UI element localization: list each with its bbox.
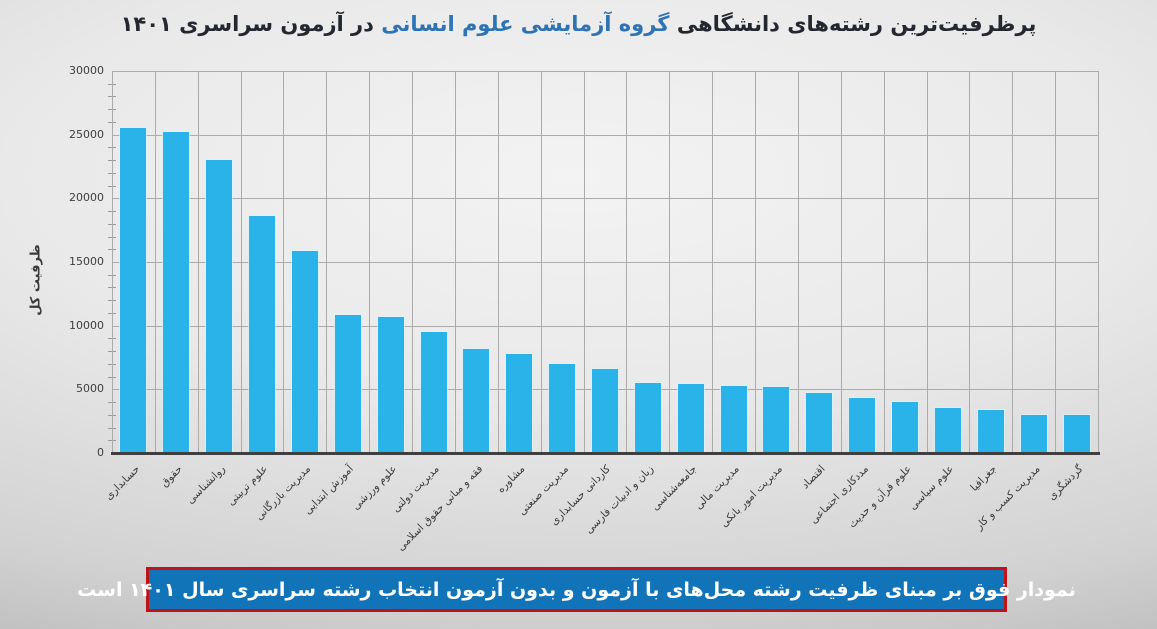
x-label-0: حسابداری bbox=[102, 463, 142, 503]
bar-9 bbox=[505, 352, 534, 455]
x-axis-line bbox=[111, 452, 1100, 455]
gridline-x-23 bbox=[1098, 71, 1099, 453]
gridline-y-30000 bbox=[112, 71, 1098, 72]
y-tick-label-10000: 10000 bbox=[69, 318, 104, 332]
bar-20 bbox=[976, 408, 1005, 455]
bar-10 bbox=[548, 362, 577, 455]
gridline-x-13 bbox=[669, 71, 671, 453]
x-label-22: گردشگری bbox=[1045, 463, 1086, 503]
y-tick-label-30000: 30000 bbox=[69, 64, 104, 77]
y-tick-label-20000: 20000 bbox=[69, 191, 104, 205]
gridline-x-2 bbox=[197, 71, 199, 453]
gridline-x-11 bbox=[583, 71, 585, 453]
plot-area bbox=[108, 71, 1099, 455]
caption-box: نمودار فوق بر مبنای ظرفیت رشته محل‌های ب… bbox=[77, 567, 1076, 612]
gridline-x-17 bbox=[840, 71, 842, 453]
y-tick-label-15000: 15000 bbox=[69, 255, 104, 268]
gridline-x-3 bbox=[240, 71, 242, 453]
gridline-y-15000 bbox=[112, 262, 1098, 263]
gridline-x-12 bbox=[626, 71, 628, 453]
x-label-2: روانشناسی bbox=[184, 463, 228, 507]
x-label-19: علوم سیاسی bbox=[907, 463, 957, 513]
gridline-x-21 bbox=[1012, 71, 1014, 453]
bar-19 bbox=[933, 406, 962, 455]
x-label-1: حقوق bbox=[158, 463, 185, 490]
gridline-x-14 bbox=[712, 71, 714, 453]
bar-7 bbox=[419, 331, 448, 454]
gridline-y-20000 bbox=[112, 198, 1098, 200]
gridline-x-5 bbox=[326, 71, 328, 453]
gridline-x-6 bbox=[369, 71, 371, 453]
gridline-x-7 bbox=[412, 71, 414, 453]
gridline-x-1 bbox=[154, 71, 156, 453]
y-tick-label-25000: 25000 bbox=[69, 127, 104, 141]
bar-4 bbox=[290, 249, 319, 455]
bar-0 bbox=[119, 127, 148, 454]
bar-6 bbox=[376, 315, 405, 455]
gridline-x-15 bbox=[755, 71, 757, 453]
bar-12 bbox=[633, 381, 662, 455]
bar-18 bbox=[891, 401, 920, 454]
bar-16 bbox=[805, 392, 834, 454]
x-label-8: فقه و مبانی حقوق اسلامی bbox=[394, 463, 485, 554]
gridline-x-4 bbox=[283, 71, 285, 453]
bar-5 bbox=[333, 314, 362, 454]
caption-text: نمودار فوق بر مبنای ظرفیت رشته محل‌های ب… bbox=[77, 578, 1076, 601]
y-tick-label-5000: 5000 bbox=[76, 382, 104, 396]
gridline-x-16 bbox=[797, 71, 799, 453]
bar-21 bbox=[1019, 413, 1048, 455]
gridline-x-20 bbox=[969, 71, 971, 453]
gridline-x-8 bbox=[454, 71, 456, 453]
bar-11 bbox=[591, 367, 619, 455]
chart-title-part2: در آزمون سراسری ۱۴۰۱ bbox=[120, 12, 382, 36]
bar-17 bbox=[848, 397, 877, 454]
x-label-20: جغرافیا bbox=[968, 463, 1000, 494]
gridline-x-19 bbox=[926, 71, 928, 453]
bar-22 bbox=[1062, 414, 1091, 454]
gridline-y-25000 bbox=[112, 134, 1098, 136]
x-label-13: جامعه‌شناسی bbox=[649, 463, 700, 514]
chart-title-part1: پرظرفیت‌ترین رشته‌های دانشگاهی bbox=[669, 12, 1037, 36]
chart-title: پرظرفیت‌ترین رشته‌های دانشگاهی گروه آزما… bbox=[0, 12, 1157, 36]
bar-1 bbox=[162, 131, 191, 454]
x-label-3: علوم تربیتی bbox=[225, 463, 271, 509]
gridline-x-22 bbox=[1055, 71, 1057, 453]
x-label-16: اقتصاد bbox=[799, 463, 828, 492]
bar-15 bbox=[762, 386, 791, 454]
chart-title-highlight: گروه آزمایشی علوم انسانی bbox=[381, 12, 670, 36]
gridline-x-18 bbox=[883, 71, 885, 453]
bar-3 bbox=[248, 215, 277, 454]
x-label-9: مشاوره bbox=[495, 463, 528, 496]
gridline-x-0 bbox=[112, 71, 113, 453]
gridline-y-10000 bbox=[112, 325, 1098, 327]
bar-13 bbox=[676, 383, 705, 454]
bar-14 bbox=[719, 385, 748, 454]
gridline-x-9 bbox=[497, 71, 499, 453]
gridline-x-10 bbox=[540, 71, 542, 453]
bar-8 bbox=[462, 348, 491, 454]
y-tick-label-0: 0 bbox=[97, 446, 104, 459]
bar-2 bbox=[205, 159, 234, 454]
